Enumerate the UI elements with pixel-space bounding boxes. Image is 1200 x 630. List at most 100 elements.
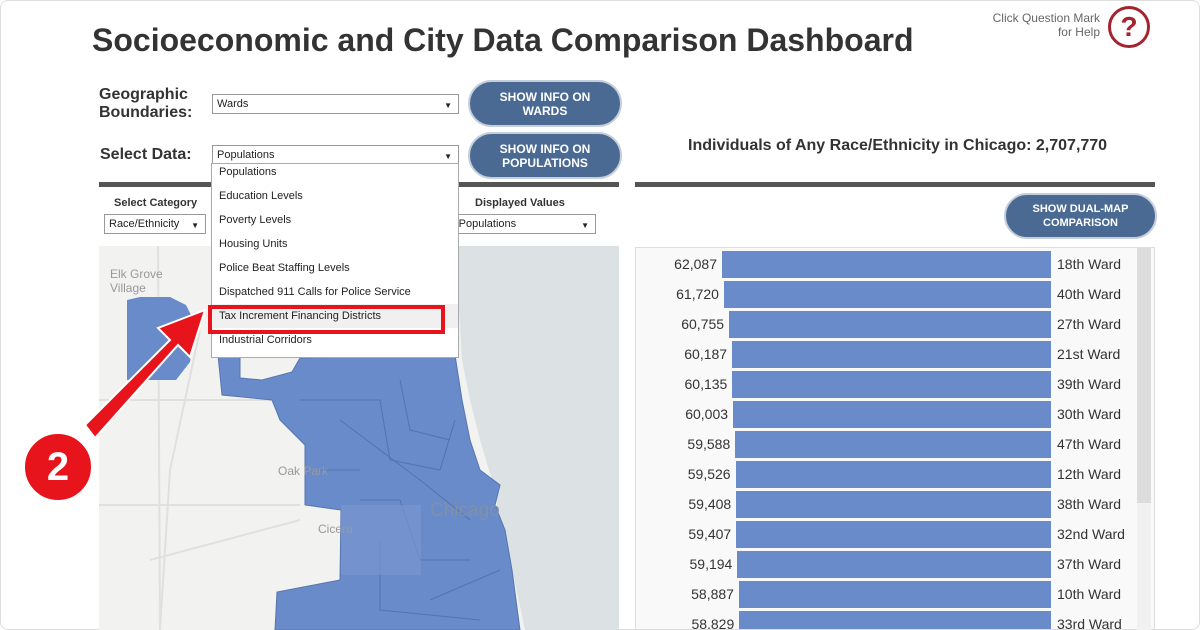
show-info-populations-button[interactable]: SHOW INFO ON POPULATIONS — [468, 132, 622, 179]
chevron-down-icon: ▼ — [444, 101, 452, 110]
divider — [635, 182, 1155, 187]
bar[interactable] — [738, 581, 1051, 608]
dropdown-option[interactable]: Populations — [219, 166, 277, 178]
bar[interactable] — [735, 431, 1051, 458]
button-line: COMPARISON — [1043, 217, 1118, 229]
button-line: SHOW DUAL-MAP — [1032, 203, 1129, 215]
red-arrow-annotation — [83, 308, 207, 440]
question-mark-help-icon[interactable]: ? — [1108, 6, 1150, 48]
dropdown-option[interactable]: Industrial Corridors — [219, 334, 312, 346]
bar-row[interactable]: 59,588 47th Ward — [636, 430, 1136, 458]
help-text-line: for Help — [1057, 25, 1100, 39]
dropdown-option[interactable]: Poverty Levels — [219, 214, 292, 226]
bar[interactable] — [736, 491, 1051, 518]
ward-population-bar-chart: 62,087 18th Ward 61,720 40th Ward 60,755 27th… — [635, 247, 1155, 630]
bar-value-label: 59,407 — [688, 526, 732, 542]
map-svg: Elk Grove Village Oak Park Cicero Chicag… — [99, 246, 619, 630]
select-value: Race/Ethnicity — [109, 218, 180, 230]
bar-category-label: 37th Ward — [1057, 556, 1122, 572]
bar-category-label: 47th Ward — [1057, 436, 1122, 452]
button-line: SHOW INFO ON — [499, 89, 591, 104]
select-value: tal Populations — [444, 218, 517, 230]
bar-value-label: 58,887 — [691, 586, 734, 602]
bar-category-label: 32nd Ward — [1057, 526, 1125, 542]
bar[interactable] — [736, 521, 1051, 548]
bar-category-label: 30th Ward — [1057, 406, 1122, 422]
chart-scrollbar-thumb[interactable] — [1137, 248, 1151, 503]
displayed-values-select[interactable]: tal Populations ▼ — [440, 214, 596, 234]
bar[interactable] — [739, 611, 1051, 629]
step-number-badge: 2 — [22, 431, 94, 503]
lake-michigan — [455, 246, 619, 630]
bar[interactable] — [729, 311, 1051, 338]
map-label: Cicero — [318, 522, 353, 536]
bar-category-label: 21st Ward — [1057, 346, 1121, 362]
label-line: Geographic — [99, 86, 188, 103]
bar[interactable] — [735, 461, 1051, 488]
bar-value-label: 61,720 — [676, 286, 719, 302]
bar-value-label: 60,003 — [685, 406, 729, 422]
select-data-label: Select Data: — [100, 146, 192, 163]
ohare-ward — [127, 297, 196, 380]
bar-category-label: 38th Ward — [1057, 496, 1122, 512]
dropdown-option[interactable]: Police Beat Staffing Levels — [219, 262, 350, 274]
bar-value-label: 58,829 — [691, 616, 735, 630]
bar[interactable] — [722, 251, 1051, 278]
select-data-dropdown-list[interactable]: Populations Education Levels Poverty Lev… — [211, 163, 459, 358]
help-text-line: Click Question Mark — [992, 11, 1100, 25]
dropdown-option[interactable]: Education Levels — [219, 190, 303, 202]
button-line: WARDS — [522, 103, 568, 118]
select-category-label: Select Category — [114, 197, 198, 209]
bar-value-label: 59,194 — [689, 556, 733, 572]
bar-row[interactable]: 60,135 39th Ward — [636, 370, 1136, 398]
show-info-wards-button[interactable]: SHOW INFO ON WARDS — [468, 80, 622, 127]
bar-row[interactable]: 61,720 40th Ward — [636, 280, 1136, 308]
bar[interactable] — [733, 401, 1051, 428]
help-text: Click Question Mark for Help — [993, 11, 1100, 39]
bar-row[interactable]: 59,194 37th Ward — [636, 550, 1136, 578]
bar-category-label: 12th Ward — [1057, 466, 1122, 482]
bar-row[interactable]: 59,526 12th Ward — [636, 460, 1136, 488]
bar-category-label: 39th Ward — [1057, 376, 1122, 392]
bar-row[interactable]: 59,407 32nd Ward — [636, 520, 1136, 548]
dropdown-option[interactable]: Dispatched 911 Calls for Police Service — [219, 286, 411, 298]
bar-category-label: 10th Ward — [1057, 586, 1122, 602]
map-label: Elk Grove — [110, 267, 163, 281]
dropdown-option[interactable]: Housing Units — [219, 238, 288, 250]
button-line: SHOW INFO ON — [499, 141, 591, 156]
choropleth-map[interactable]: Elk Grove Village Oak Park Cicero Chicag… — [99, 246, 619, 630]
category-select[interactable]: Race/Ethnicity ▼ — [104, 214, 206, 234]
bar-category-label: 18th Ward — [1057, 256, 1122, 272]
bar-row[interactable]: 62,087 18th Ward — [636, 250, 1136, 278]
bar-value-label: 60,135 — [684, 376, 728, 392]
select-value: Populations — [217, 149, 275, 161]
ward-lighter — [341, 505, 421, 575]
bar-value-label: 59,408 — [688, 496, 732, 512]
bar-value-label: 60,755 — [681, 316, 725, 332]
bar-category-label: 33rd Ward — [1057, 616, 1122, 630]
bar-value-label: 60,187 — [684, 346, 728, 362]
bar-row[interactable]: 59,408 38th Ward — [636, 490, 1136, 518]
bar-row[interactable]: 58,829 33rd Ward — [636, 610, 1136, 630]
bar[interactable] — [732, 341, 1051, 368]
page-title: Socioeconomic and City Data Comparison D… — [92, 22, 914, 58]
arrow-icon — [83, 308, 207, 440]
bar[interactable] — [732, 371, 1051, 398]
displayed-values-label: Displayed Values — [475, 197, 565, 209]
bar[interactable] — [737, 551, 1051, 578]
button-line: POPULATIONS — [502, 155, 588, 170]
label-line: Boundaries: — [99, 104, 193, 121]
bar-row[interactable]: 60,187 21st Ward — [636, 340, 1136, 368]
chevron-down-icon: ▼ — [581, 221, 589, 230]
bar-value-label: 59,588 — [687, 436, 731, 452]
show-dual-map-button[interactable]: SHOW DUAL-MAP COMPARISON — [1004, 193, 1157, 239]
map-label: Chicago — [430, 500, 500, 521]
summary-total: Individuals of Any Race/Ethnicity in Chi… — [688, 137, 1108, 154]
highlight-box — [208, 305, 445, 334]
bar-row[interactable]: 60,755 27th Ward — [636, 310, 1136, 338]
chicago-wards — [217, 354, 521, 630]
bar-row[interactable]: 58,887 10th Ward — [636, 580, 1136, 608]
bar[interactable] — [723, 281, 1051, 308]
geographic-boundaries-select[interactable]: Wards ▼ — [212, 94, 459, 114]
bar-row[interactable]: 60,003 30th Ward — [636, 400, 1136, 428]
